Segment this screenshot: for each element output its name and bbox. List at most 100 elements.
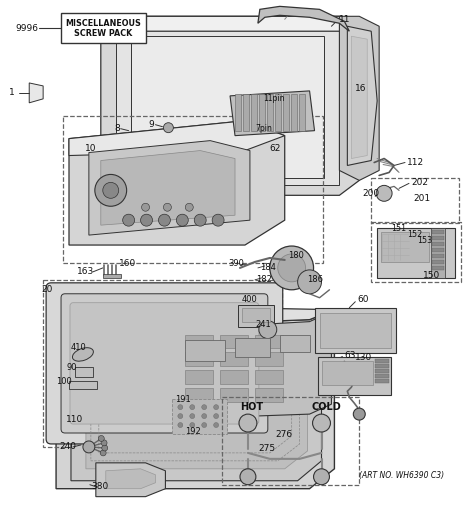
Circle shape xyxy=(214,414,219,419)
Polygon shape xyxy=(86,341,308,469)
Text: 184: 184 xyxy=(260,264,276,272)
Bar xyxy=(432,230,444,234)
Circle shape xyxy=(270,246,313,290)
Text: 160: 160 xyxy=(118,260,136,269)
Polygon shape xyxy=(230,91,315,136)
Text: 110: 110 xyxy=(66,415,83,424)
Text: 163: 163 xyxy=(77,267,94,276)
Text: HOT: HOT xyxy=(240,402,263,412)
Bar xyxy=(63,116,323,263)
Polygon shape xyxy=(267,94,273,131)
Circle shape xyxy=(142,204,149,211)
Text: 410: 410 xyxy=(71,343,87,352)
Circle shape xyxy=(212,214,224,226)
Bar xyxy=(371,222,461,282)
Circle shape xyxy=(312,414,330,432)
Text: 186: 186 xyxy=(308,275,324,284)
Polygon shape xyxy=(243,94,249,131)
Polygon shape xyxy=(299,94,305,131)
Bar xyxy=(375,369,389,373)
Text: 201: 201 xyxy=(413,194,430,203)
Text: 202: 202 xyxy=(411,178,428,187)
Ellipse shape xyxy=(73,348,93,361)
Text: 241: 241 xyxy=(255,320,271,329)
FancyBboxPatch shape xyxy=(70,302,259,424)
Bar xyxy=(280,334,310,352)
Text: 276: 276 xyxy=(276,430,293,439)
Text: 200: 200 xyxy=(362,189,379,198)
Text: 390: 390 xyxy=(228,260,244,269)
Polygon shape xyxy=(29,83,43,103)
Bar xyxy=(61,13,146,43)
Circle shape xyxy=(239,414,257,432)
Bar xyxy=(375,379,389,383)
Circle shape xyxy=(214,405,219,410)
Circle shape xyxy=(298,270,321,294)
Circle shape xyxy=(190,405,195,410)
Polygon shape xyxy=(170,312,331,419)
Polygon shape xyxy=(121,16,359,31)
Circle shape xyxy=(185,204,193,211)
Circle shape xyxy=(100,450,106,456)
Text: 90: 90 xyxy=(66,363,76,372)
Polygon shape xyxy=(131,36,325,178)
FancyBboxPatch shape xyxy=(46,283,283,444)
Bar xyxy=(371,178,459,223)
Polygon shape xyxy=(101,150,235,225)
Bar xyxy=(375,365,389,368)
Circle shape xyxy=(376,185,392,201)
Text: 380: 380 xyxy=(91,482,108,491)
Bar xyxy=(432,254,444,258)
Polygon shape xyxy=(283,94,289,131)
Bar xyxy=(381,232,429,262)
Circle shape xyxy=(240,469,256,485)
Bar xyxy=(432,266,444,270)
Bar xyxy=(432,242,444,246)
Text: 240: 240 xyxy=(59,442,76,451)
Circle shape xyxy=(123,214,135,226)
Bar xyxy=(319,313,391,348)
Circle shape xyxy=(178,405,183,410)
Text: 150: 150 xyxy=(423,271,440,280)
Bar xyxy=(431,228,445,278)
Polygon shape xyxy=(116,23,339,185)
Polygon shape xyxy=(351,36,367,159)
Polygon shape xyxy=(56,310,335,489)
Text: 192: 192 xyxy=(185,427,201,435)
Circle shape xyxy=(313,469,329,485)
Text: 63: 63 xyxy=(345,351,356,360)
Text: 16: 16 xyxy=(356,84,367,93)
Text: 400: 400 xyxy=(242,295,258,304)
FancyBboxPatch shape xyxy=(61,294,268,433)
Text: 151: 151 xyxy=(391,224,406,233)
Polygon shape xyxy=(89,140,250,235)
Circle shape xyxy=(98,435,104,441)
Circle shape xyxy=(176,214,188,226)
Circle shape xyxy=(353,408,365,420)
Polygon shape xyxy=(71,328,321,481)
Bar xyxy=(220,334,248,348)
Circle shape xyxy=(95,174,127,206)
Bar xyxy=(185,334,213,348)
Bar xyxy=(220,388,248,402)
Circle shape xyxy=(83,441,95,453)
Bar xyxy=(432,260,444,264)
Text: 152: 152 xyxy=(407,230,422,238)
Bar xyxy=(255,388,283,402)
Circle shape xyxy=(158,214,170,226)
Text: 62: 62 xyxy=(270,144,281,153)
Text: 8: 8 xyxy=(115,124,120,133)
Polygon shape xyxy=(96,463,165,496)
Bar xyxy=(173,399,227,434)
Polygon shape xyxy=(235,94,241,131)
Circle shape xyxy=(278,254,306,282)
Bar xyxy=(43,280,282,447)
Text: 9: 9 xyxy=(148,120,154,129)
Text: 11pin: 11pin xyxy=(263,94,284,104)
Polygon shape xyxy=(251,94,257,131)
Circle shape xyxy=(190,423,195,428)
Polygon shape xyxy=(291,94,297,131)
Bar xyxy=(185,388,213,402)
Circle shape xyxy=(164,123,173,133)
Bar xyxy=(377,228,455,278)
